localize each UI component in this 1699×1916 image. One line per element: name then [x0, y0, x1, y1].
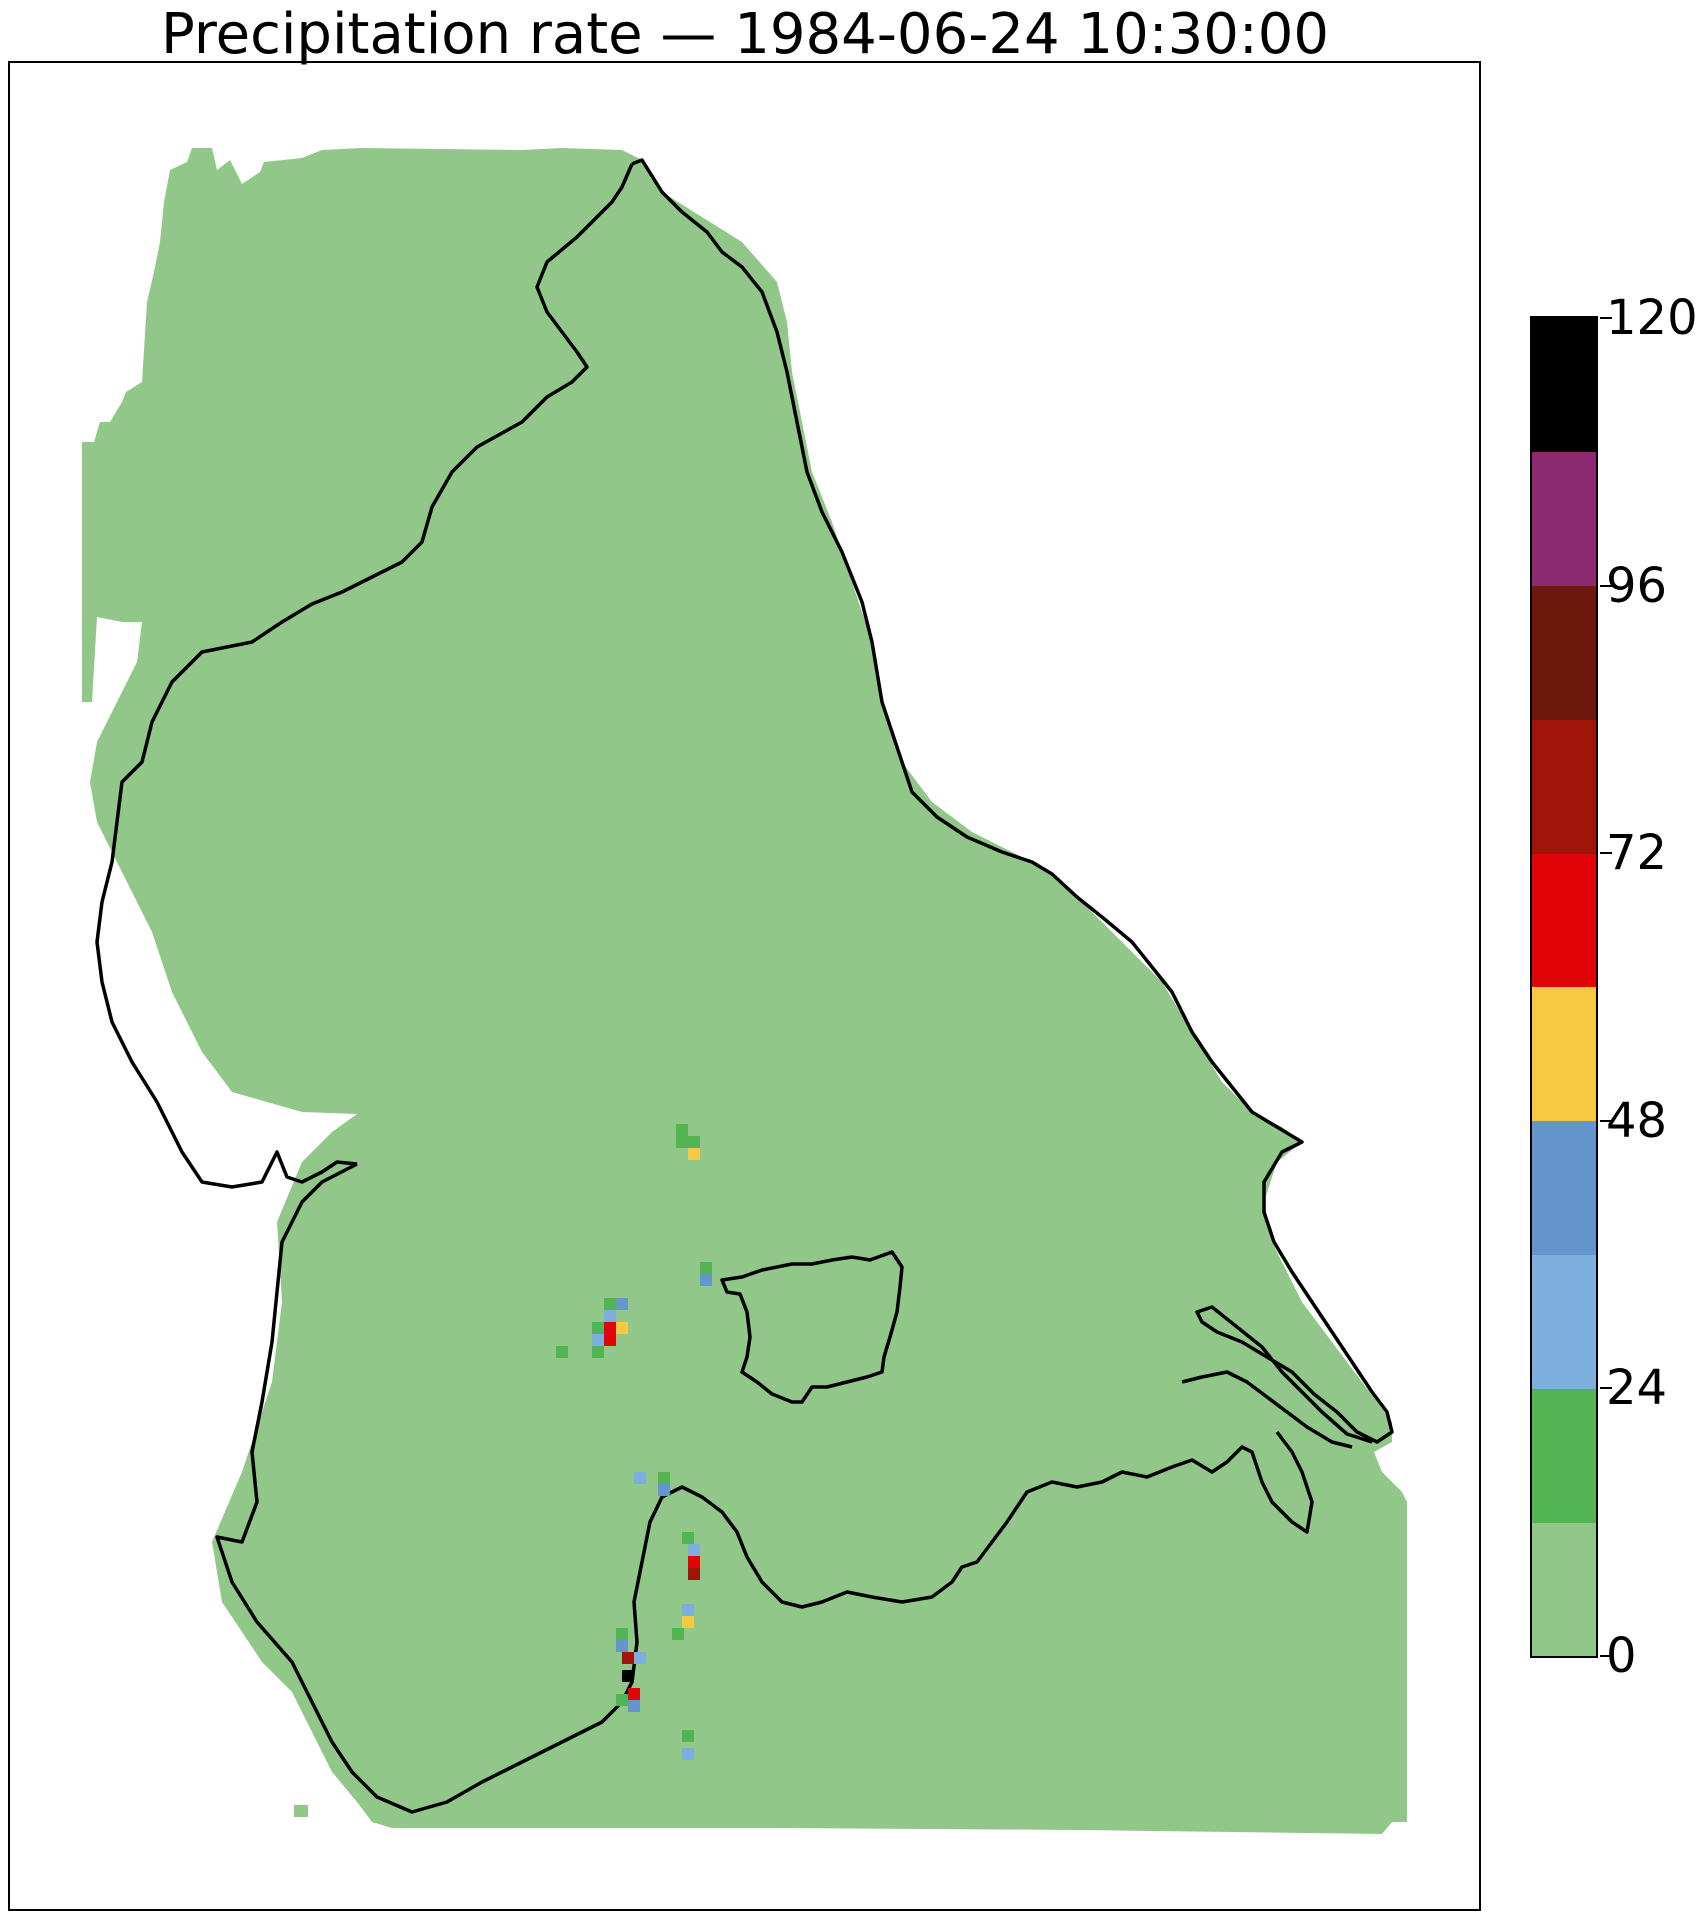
precip-cell	[628, 1688, 640, 1700]
region-outlines	[95, 158, 1394, 1814]
colorbar-band	[1532, 451, 1596, 587]
precip-cell	[682, 1730, 694, 1742]
colorbar-band	[1532, 719, 1596, 854]
colorbar-band	[1532, 1120, 1596, 1256]
precip-cell	[682, 1748, 694, 1760]
precip-cell	[604, 1298, 616, 1310]
land-mask	[82, 148, 1407, 1834]
precip-cell	[592, 1346, 604, 1358]
land-patch	[294, 1805, 308, 1817]
colorbar-band	[1532, 1254, 1596, 1389]
inner-enclave-outline	[720, 1250, 904, 1404]
precip-cell	[682, 1616, 694, 1628]
colorbar-tick-label: 48	[1606, 1092, 1668, 1149]
colorbar-band	[1532, 1388, 1596, 1523]
precip-cell	[622, 1670, 634, 1682]
precip-cell	[604, 1334, 616, 1346]
precip-cell	[604, 1310, 616, 1322]
map-panel	[8, 61, 1481, 1911]
precip-cell	[592, 1334, 604, 1346]
colorbar-band	[1532, 318, 1596, 453]
north-inner-border	[95, 163, 634, 1189]
precip-cell	[616, 1322, 628, 1334]
map-title: Precipitation rate — 1984-06-24 10:30:00	[161, 2, 1329, 67]
colorbar-tick	[1600, 1119, 1612, 1122]
precip-cell	[622, 1652, 634, 1664]
precip-cell	[556, 1346, 568, 1358]
precip-cell	[688, 1148, 700, 1160]
colorbar-band	[1532, 585, 1596, 720]
precip-cell	[634, 1472, 646, 1484]
colorbar-tick	[1600, 317, 1612, 319]
colorbar	[1530, 316, 1598, 1658]
estuary-outline	[1181, 1370, 1353, 1449]
colorbar-band	[1532, 1522, 1596, 1657]
precip-cell	[634, 1652, 646, 1664]
south-region-outline	[215, 1162, 1314, 1814]
precip-cell	[688, 1556, 700, 1568]
north-region-outline	[631, 158, 1394, 1444]
precip-cell	[700, 1262, 712, 1274]
precip-cell	[682, 1604, 694, 1616]
precip-cell	[616, 1628, 628, 1640]
precip-cell	[658, 1472, 670, 1484]
precip-cell	[676, 1136, 688, 1148]
precip-cell	[592, 1322, 604, 1334]
colorbar-tick	[1600, 1655, 1612, 1657]
precip-cell	[604, 1322, 616, 1334]
colorbar-tick-label: 0	[1606, 1628, 1637, 1684]
precip-cell	[688, 1136, 700, 1148]
colorbar-tick	[1600, 584, 1612, 587]
precipitation-map	[82, 148, 1407, 1834]
colorbar-band	[1532, 853, 1596, 988]
precip-cell	[616, 1640, 628, 1652]
precip-cell	[688, 1544, 700, 1556]
precip-cell	[616, 1298, 628, 1310]
precip-cell	[616, 1694, 628, 1706]
colorbar-band	[1532, 987, 1596, 1122]
precip-cell	[688, 1568, 700, 1580]
precip-cell	[676, 1124, 688, 1136]
colorbar-tick	[1600, 1387, 1612, 1390]
colorbar-tick	[1600, 852, 1612, 855]
colorbar-tick-label: 72	[1606, 825, 1668, 882]
precip-cell	[658, 1484, 670, 1496]
precipitation-cells	[556, 1124, 712, 1760]
precip-cell	[682, 1532, 694, 1544]
precip-cell	[700, 1274, 712, 1286]
colorbar-tick-label: 96	[1606, 557, 1668, 614]
precip-cell	[628, 1700, 640, 1712]
precip-cell	[672, 1628, 684, 1640]
colorbar-tick-label: 120	[1606, 290, 1698, 346]
colorbar-tick-label: 24	[1606, 1360, 1668, 1417]
